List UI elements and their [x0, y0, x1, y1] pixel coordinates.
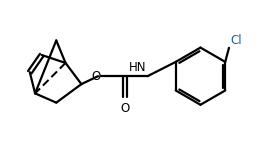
- Text: O: O: [91, 70, 101, 83]
- Text: O: O: [120, 102, 130, 115]
- Text: HN: HN: [129, 61, 147, 74]
- Text: Cl: Cl: [230, 33, 242, 46]
